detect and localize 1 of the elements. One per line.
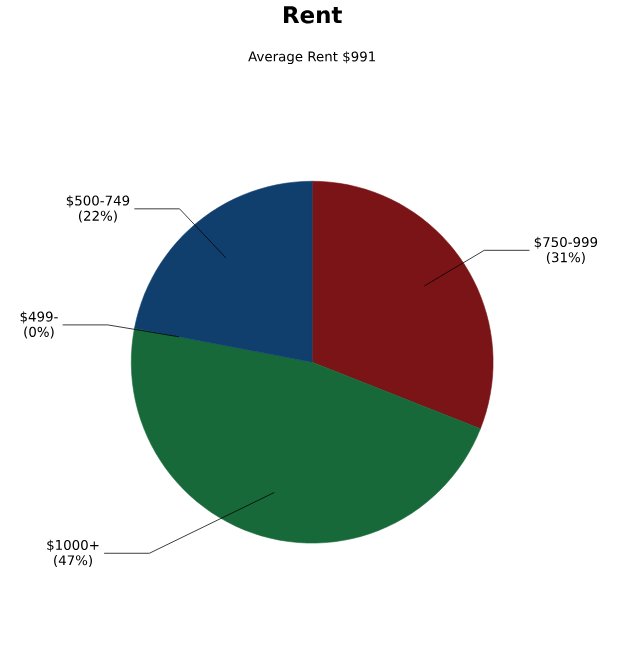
chart-title: Rent: [284, 6, 342, 24]
